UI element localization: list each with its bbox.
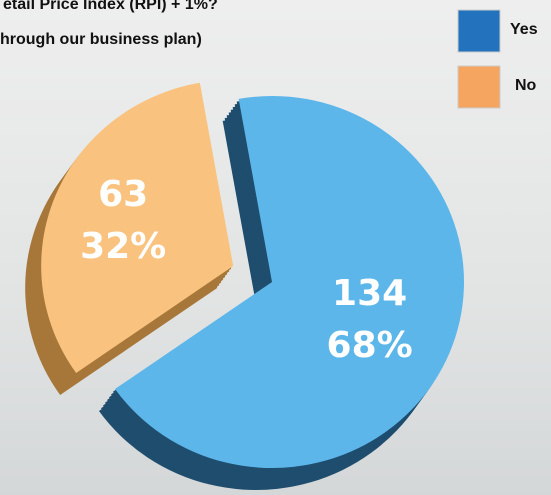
pie: 134 68% 63 32% — [25, 82, 465, 491]
legend-swatch — [457, 9, 501, 53]
legend-label: No — [515, 77, 537, 94]
chart-title: etail Price Index (RPI) + 1%? — [3, 0, 218, 13]
share-label: 32% — [80, 226, 166, 267]
legend: Yes No — [457, 9, 538, 109]
slice — [41, 82, 234, 373]
legend-swatch — [457, 65, 501, 109]
value-label: 63 — [98, 174, 148, 215]
chart-title: hrough our business plan) — [0, 31, 202, 48]
slice — [114, 96, 465, 469]
share-label: 68% — [327, 325, 413, 366]
legend-label: Yes — [510, 21, 538, 38]
value-label: 134 — [332, 273, 407, 314]
